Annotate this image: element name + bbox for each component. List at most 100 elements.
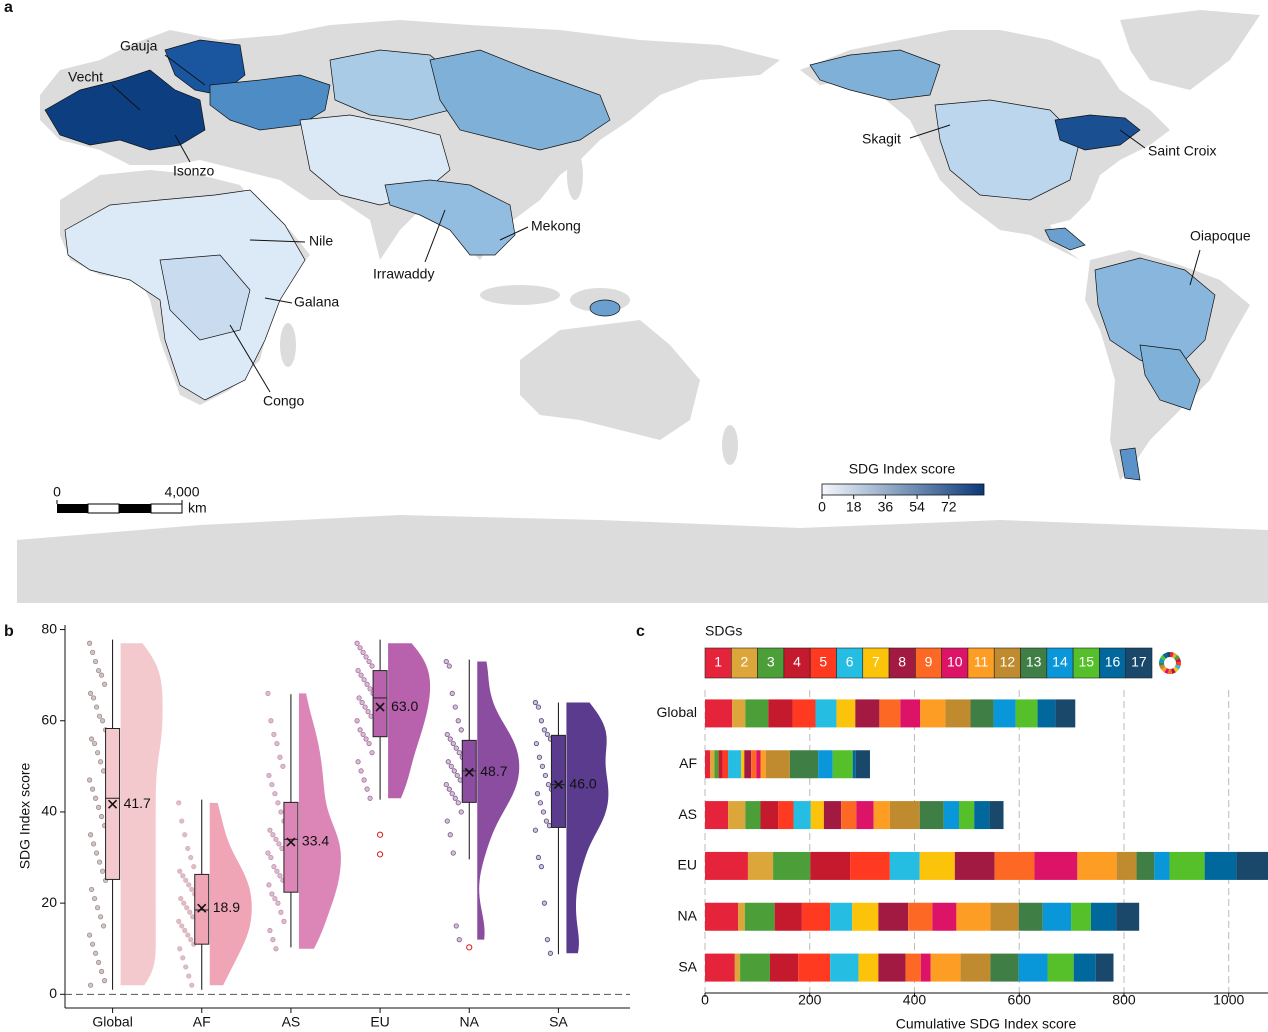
data-point xyxy=(268,854,274,861)
bar-segment xyxy=(751,750,757,779)
sdg-wheel-segment xyxy=(1173,666,1179,673)
x-tick-label: 400 xyxy=(903,992,927,1008)
bar-segment xyxy=(994,851,1035,880)
bar-segment xyxy=(858,953,879,982)
data-point xyxy=(357,645,363,651)
bar-segment xyxy=(789,750,819,779)
data-point xyxy=(443,781,449,788)
x-axis-label: Cumulative SDG Index score xyxy=(896,1016,1077,1032)
data-point xyxy=(452,704,458,710)
basin-label: Nile xyxy=(309,233,333,249)
data-point xyxy=(178,895,184,902)
legend-title: SDGs xyxy=(705,623,742,639)
scale-tick-label: 4,000 xyxy=(164,484,199,500)
data-point xyxy=(275,800,281,806)
bar-segment xyxy=(856,801,874,830)
data-point xyxy=(361,777,367,783)
data-point xyxy=(274,868,280,874)
bar-segment xyxy=(1037,699,1056,728)
data-point xyxy=(358,768,364,774)
data-point xyxy=(270,832,276,838)
data-point xyxy=(535,704,542,710)
data-point xyxy=(539,763,546,769)
bar-segment xyxy=(760,750,766,779)
basin xyxy=(429,49,611,151)
basin-label: Vecht xyxy=(68,69,103,85)
bar-segment xyxy=(769,953,799,982)
data-point xyxy=(266,772,272,779)
legend-swatch xyxy=(783,647,811,679)
y-tick-label: 60 xyxy=(41,711,57,727)
scale-segment xyxy=(57,504,88,513)
data-point xyxy=(100,923,107,929)
data-point xyxy=(280,763,286,769)
bar-segment xyxy=(768,699,793,728)
data-point xyxy=(95,959,102,966)
basin xyxy=(159,254,251,341)
data-point xyxy=(266,882,272,888)
bar-segment xyxy=(778,801,794,830)
bar-segment xyxy=(1095,953,1114,982)
bar-segment xyxy=(1055,699,1076,728)
y-axis-label: SDG Index score xyxy=(17,762,33,869)
data-point xyxy=(94,750,101,756)
data-point xyxy=(364,681,370,687)
bar-segment xyxy=(970,699,994,728)
bar-segment xyxy=(960,953,991,982)
category-label: EU xyxy=(678,857,697,873)
legend-label: 8 xyxy=(898,654,906,670)
data-point xyxy=(446,786,452,792)
bar-segment xyxy=(889,801,920,830)
sdg-wheel-segment xyxy=(1159,661,1165,667)
data-point xyxy=(87,832,94,838)
data-point xyxy=(92,658,99,665)
sdg-wheel-segment xyxy=(1162,652,1168,659)
data-point xyxy=(271,864,277,870)
bar-segment xyxy=(1169,851,1205,880)
data-point xyxy=(91,740,98,747)
bar-segment xyxy=(734,953,741,982)
data-point xyxy=(355,667,361,674)
data-point xyxy=(273,946,279,952)
mean-label: 41.7 xyxy=(124,795,151,811)
bar-segment xyxy=(878,953,906,982)
data-point xyxy=(96,713,103,719)
basin xyxy=(1119,447,1141,481)
scale-segment xyxy=(150,503,183,514)
leader-line xyxy=(909,124,951,139)
bar-segment xyxy=(745,699,769,728)
mean-label: 48.7 xyxy=(480,763,507,779)
bar-segment xyxy=(974,801,990,830)
basin xyxy=(209,74,331,131)
bar-segment xyxy=(1042,902,1072,931)
scale-unit: km xyxy=(188,500,207,516)
mean-label: 33.4 xyxy=(302,833,329,849)
data-point xyxy=(180,873,186,879)
mean-marker xyxy=(375,702,385,712)
land xyxy=(520,320,700,440)
data-point xyxy=(189,982,195,988)
sdg-wheel-segment xyxy=(1175,661,1181,667)
data-point xyxy=(92,950,99,956)
data-point xyxy=(97,914,104,920)
colorbar-tick-label: 18 xyxy=(846,499,862,515)
basin xyxy=(934,99,1081,201)
data-point xyxy=(186,973,192,979)
data-point xyxy=(95,804,102,810)
bar-segment xyxy=(830,953,859,982)
basin xyxy=(384,179,516,256)
bar-segment xyxy=(1236,851,1268,880)
data-point xyxy=(265,690,271,696)
y-tick-label: 80 xyxy=(41,620,57,636)
data-point xyxy=(91,895,98,902)
leader-line xyxy=(174,134,191,163)
bar-segment xyxy=(908,902,933,931)
bar-segment xyxy=(705,953,735,982)
y-tick-label: 20 xyxy=(41,894,57,910)
leader-line xyxy=(111,84,141,111)
sdg-wheel-segment xyxy=(1159,664,1166,670)
bar-segment xyxy=(1116,851,1137,880)
x-tick-label: SA xyxy=(549,1014,568,1030)
bar-segment xyxy=(1018,902,1043,931)
data-point xyxy=(268,718,274,724)
